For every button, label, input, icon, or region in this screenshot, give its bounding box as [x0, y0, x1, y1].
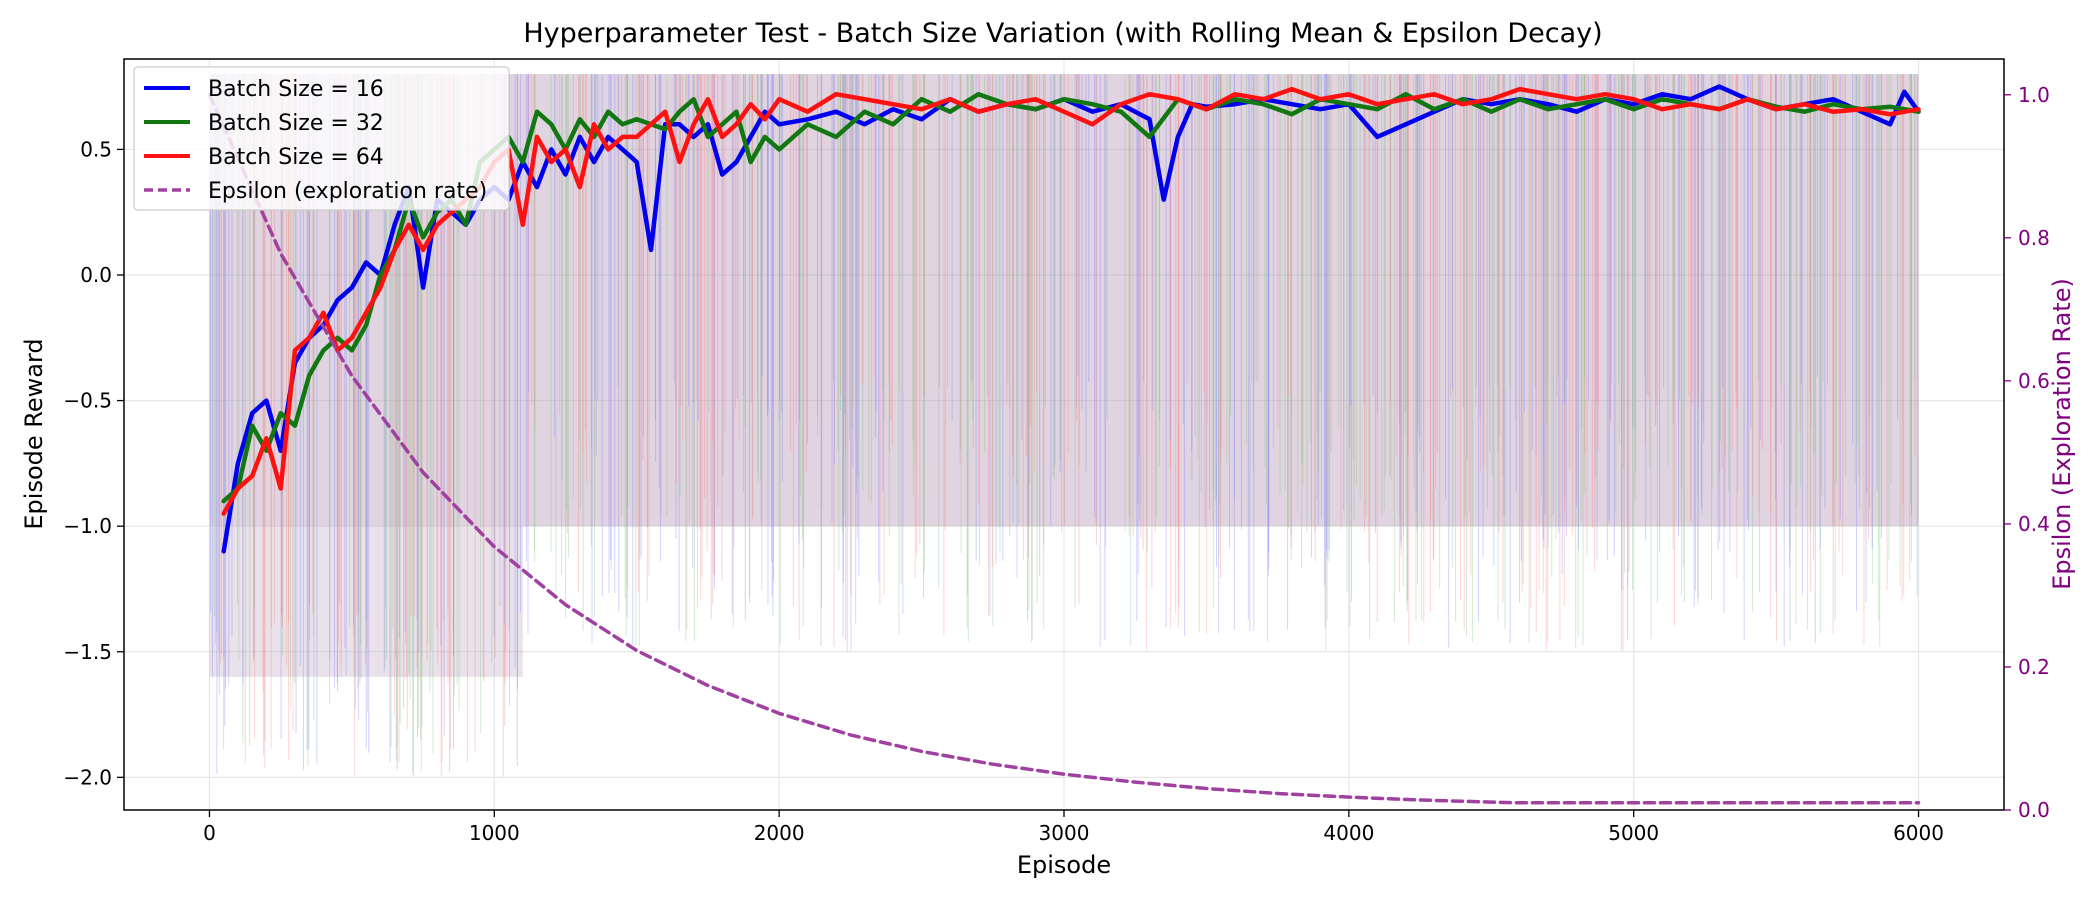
x-tick-label: 4000	[1323, 821, 1374, 845]
x-tick-label: 5000	[1608, 821, 1659, 845]
x-axis: 0 1000 2000 3000 4000 5000 6000	[203, 810, 1944, 845]
y-tick-label: 0.0	[80, 263, 112, 287]
y2-tick-label: 0.4	[2018, 512, 2050, 536]
x-tick-label: 6000	[1893, 821, 1944, 845]
legend-label-16: Batch Size = 16	[208, 77, 384, 102]
y-tick-label: −2.0	[63, 765, 112, 789]
chart-title: Hyperparameter Test - Batch Size Variati…	[523, 18, 1602, 49]
grid	[124, 59, 2004, 810]
series-line-batch-size-64	[221, 86, 1921, 516]
x-tick-label: 0	[203, 821, 216, 845]
x-axis-label: Episode	[1017, 851, 1111, 879]
y-axis-right: 0.0 0.2 0.4 0.6 0.8 1.0	[2004, 83, 2050, 822]
y-axis-label: Episode Reward	[20, 338, 48, 529]
raw-reward-fill-early	[209, 526, 523, 677]
y2-tick-label: 1.0	[2018, 83, 2050, 107]
y2-tick-label: 0.0	[2018, 798, 2050, 822]
legend-label-32: Batch Size = 32	[208, 111, 384, 136]
x-tick-label: 2000	[754, 821, 805, 845]
y2-tick-label: 0.2	[2018, 655, 2050, 679]
x-tick-label: 3000	[1039, 821, 1090, 845]
x-tick-label: 1000	[469, 821, 520, 845]
legend-label-64: Batch Size = 64	[208, 145, 384, 170]
y-tick-label: 0.5	[80, 137, 112, 161]
legend-label-epsilon: Epsilon (exploration rate)	[208, 179, 487, 204]
y2-tick-label: 0.6	[2018, 369, 2050, 393]
legend-frame	[133, 66, 510, 211]
y-tick-label: −1.5	[63, 640, 112, 664]
y-axis-left: −2.0 −1.5 −1.0 −0.5 0.0 0.5	[63, 137, 124, 789]
y2-tick-label: 0.8	[2018, 226, 2050, 250]
series-line-epsilon-exploration-rate	[207, 93, 1921, 805]
y-tick-label: −1.0	[63, 514, 112, 538]
y-tick-label: −0.5	[63, 389, 112, 413]
legend: Batch Size = 16 Batch Size = 32 Batch Si…	[133, 66, 510, 211]
y2-axis-label: Epsilon (Exploration Rate)	[2048, 278, 2076, 590]
